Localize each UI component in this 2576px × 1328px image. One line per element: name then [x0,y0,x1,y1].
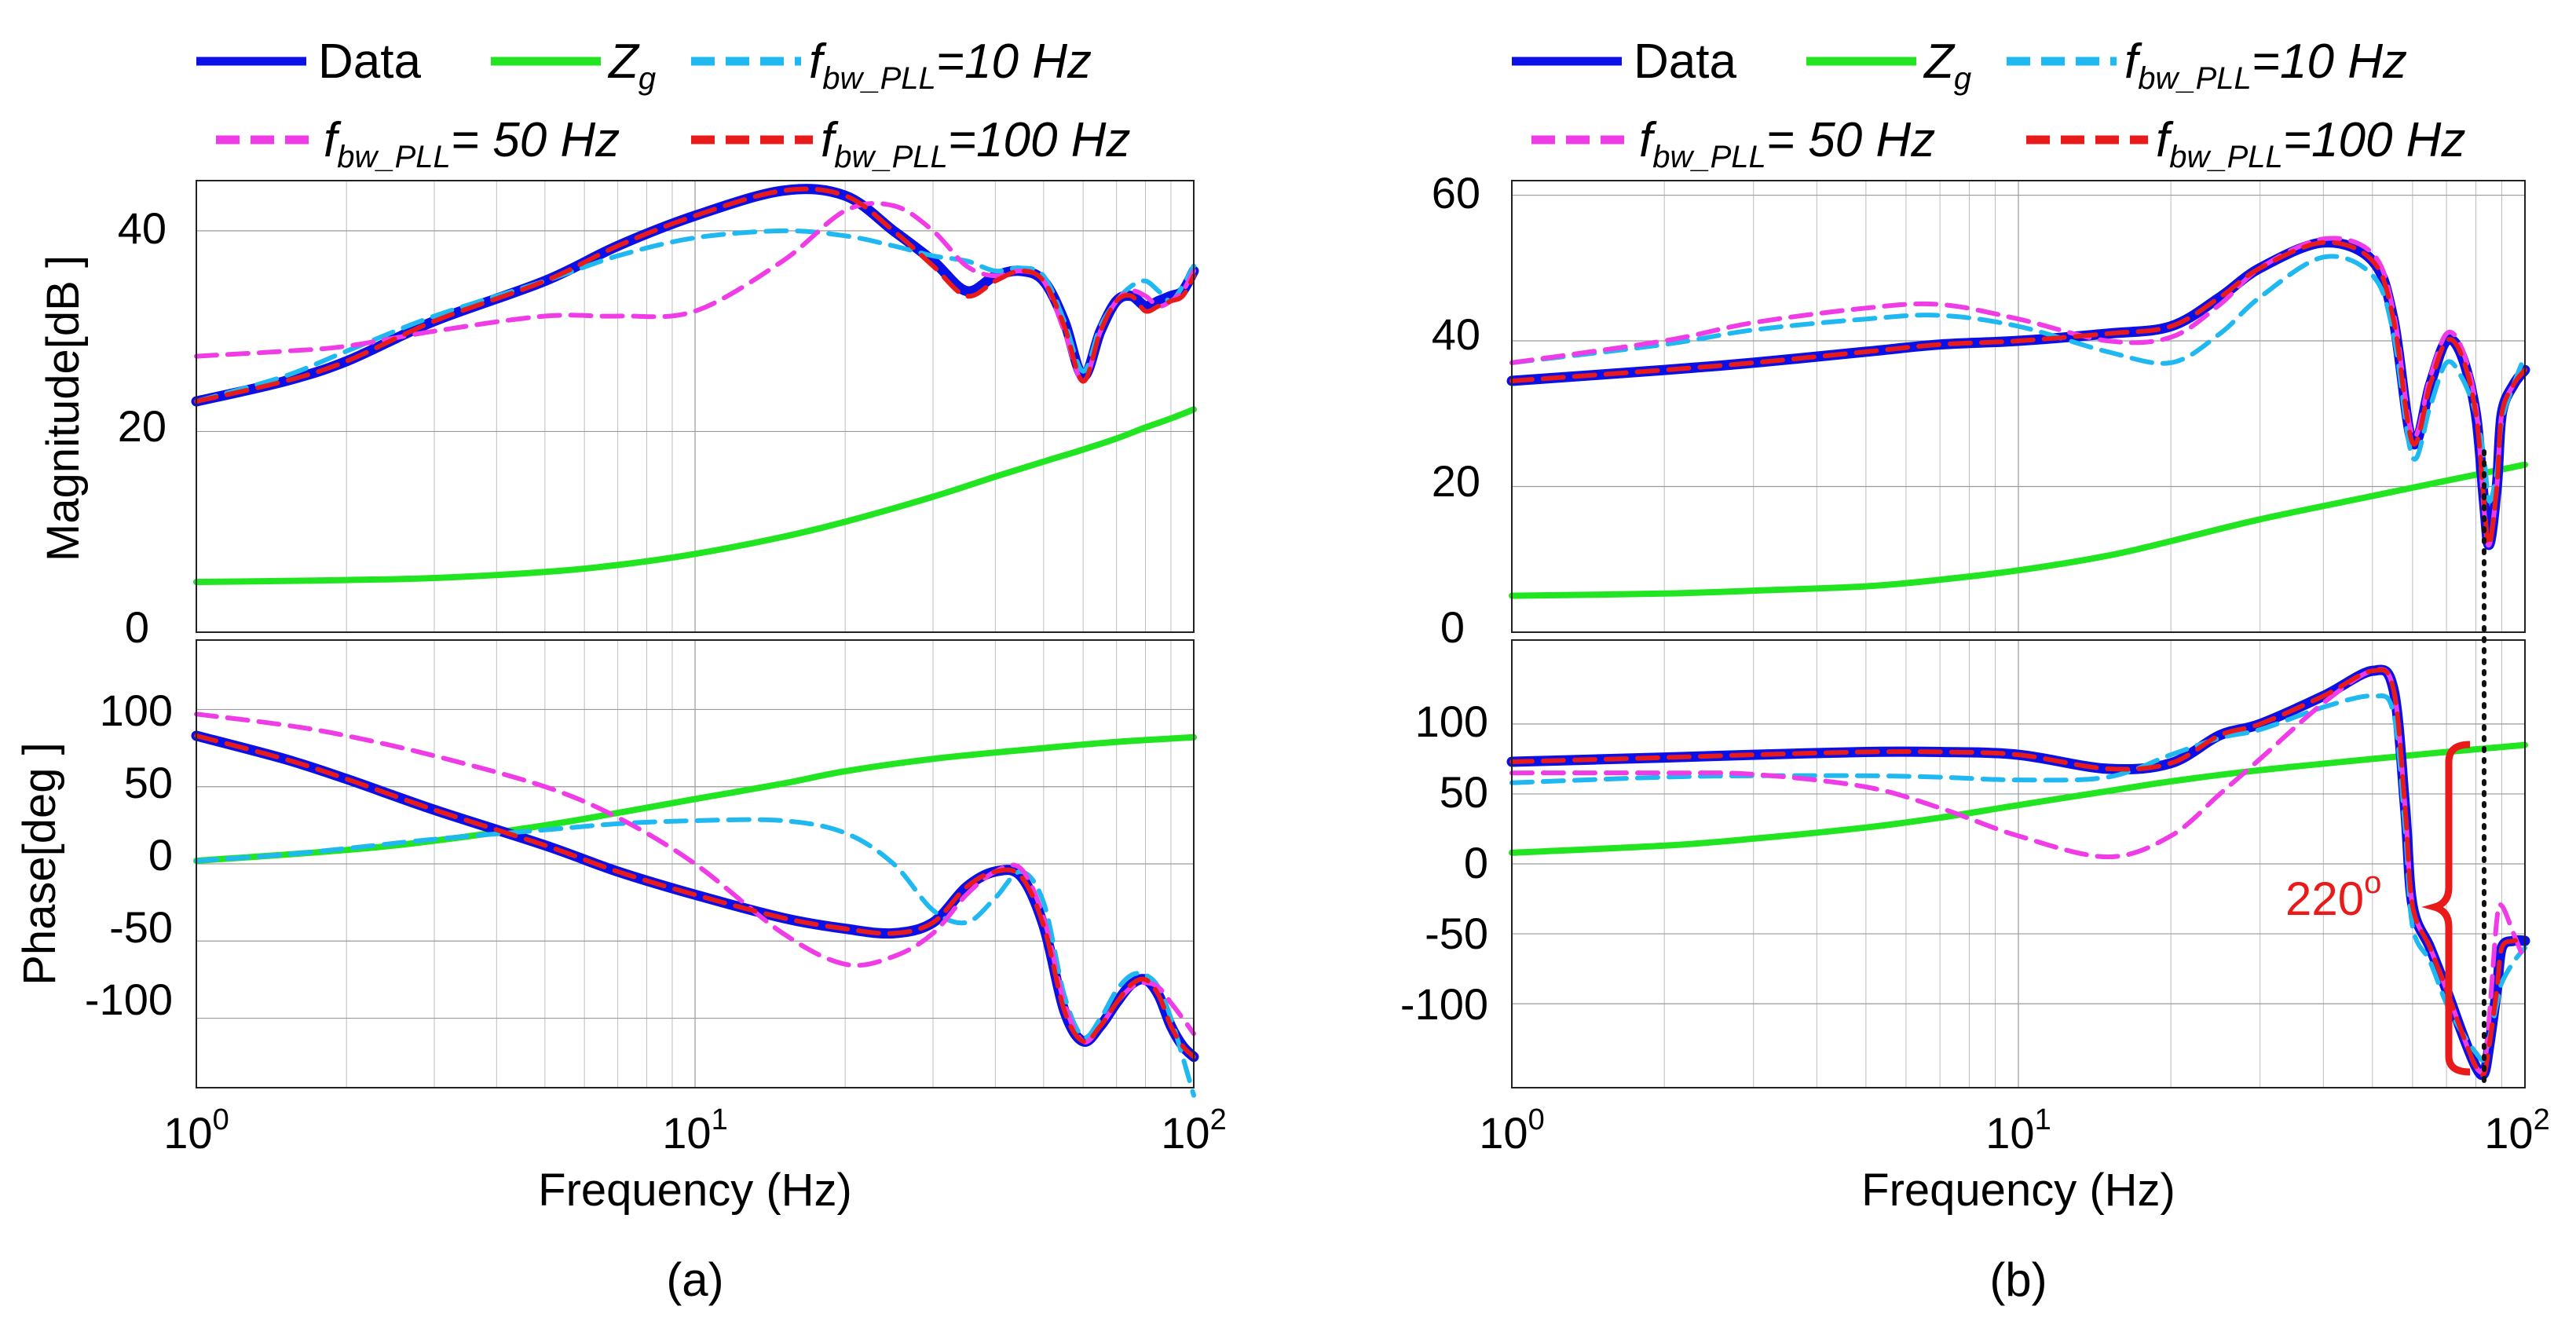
series-f-bw-pll-100-hz-line [1509,240,2527,547]
panel-b-mag-tick-60: 60 [1432,168,1480,218]
legend-b-data-label: Data [1634,35,1736,89]
series-z-g-line [1509,741,2528,856]
panel-b-phase-tick-50: 50 [1440,767,1488,817]
panel-b-magnitude-border [1511,180,2526,633]
legend-b-f100-label: fbw_PLL=100 Hz [2156,113,2465,174]
legend-b-f10-label: fbw_PLL=10 Hz [2124,35,2407,96]
panel-b-phase-grid [1512,640,2525,1088]
panel-a-phase-tick-100: 100 [100,686,173,735]
legend-a-zg-label: Zg [607,35,656,96]
panel-a: 0 20 40 Magnitude[dB ] 100 50 0 -50 -100… [14,180,1227,1306]
panel-b-magnitude-axes: 0 20 40 60 [1432,168,2530,652]
panel-a-magnitude-axes: 0 20 40 Magnitude[dB ] [38,180,1199,652]
series-f-bw-pll-100-hz-line [1509,668,2527,1077]
panel-a-magnitude-border [196,180,1195,633]
panel-b-phase-tick-m100: -100 [1400,979,1488,1029]
panel-a-x-ticks: 100 101 102 [163,1103,1226,1158]
panel-b-xtick-10: 101 [1985,1103,2051,1158]
panel-b-phase-tick-m50: -50 [1425,909,1488,958]
legend-b-zg-label: Zg [1923,35,1971,96]
panel-b-magnitude-lines [1506,236,2530,599]
panel-a-phase-lines [191,712,1199,1098]
panel-b-caption: (b) [1989,1253,2047,1306]
legend-a-data-label: Data [318,35,421,89]
panel-b-phase-lines [1506,664,2530,1081]
series-f-bw-pll-100-hz-line [194,733,1196,1059]
panel-b-mag-tick-40: 40 [1432,309,1480,359]
panel-a-phase-axes: 100 50 0 -50 -100 Phase[deg ] [14,639,1199,1098]
panel-a-magnitude-ylabel: Magnitude[dB ] [38,255,89,562]
series-z-g-line [1509,461,2528,599]
legend-b: Data Zg fbw_PLL=10 Hz fbw_PLL= 50 Hz fbw… [1512,35,2465,174]
series-f-bw-pll-10-hz-line [194,228,1196,404]
panel-b-xtick-100: 102 [2484,1103,2549,1158]
panel-a-phase-tick-m50: -50 [109,902,173,952]
panel-a-phase-tick-m100: -100 [85,975,173,1024]
panel-b-x-ticks: 100 101 102 [1479,1103,2549,1158]
series-f-bw-pll-50-hz-line [194,712,1196,1044]
panel-a-xtick-10: 101 [662,1103,727,1158]
panel-a-phase-grid [196,640,1194,1088]
panel-b-mag-tick-20: 20 [1432,456,1480,506]
panel-b-phase-axes: 100 50 0 -50 -100 [1400,639,2530,1088]
legend-a-f50-label: fbw_PLL= 50 Hz [324,113,620,174]
panel-b: 0 20 40 60 100 50 0 -50 -100 100 101 102… [1400,168,2550,1306]
panel-b-mag-tick-0: 0 [1440,602,1465,652]
series-f-bw-pll-50-hz-line [1509,667,2527,1074]
panel-a-phase-tick-50: 50 [124,758,173,807]
panel-b-angle-brace [2421,741,2471,1076]
panel-a-mag-tick-0: 0 [125,602,149,652]
panel-a-phase-ylabel: Phase[deg ] [14,742,65,986]
legend-a-f100-label: fbw_PLL=100 Hz [821,113,1130,174]
panel-b-phase-tick-100: 100 [1415,697,1488,746]
series-f-bw-pll-100-hz-line [194,186,1196,404]
panel-b-xtick-1: 100 [1479,1103,1544,1158]
panel-a-magnitude-lines [191,184,1199,586]
panel-a-mag-tick-20: 20 [118,401,166,451]
panel-b-phase-border [1511,639,2526,1088]
panel-a-xtick-100: 102 [1161,1103,1226,1158]
panel-a-xtick-1: 100 [163,1103,229,1158]
legend-a: Data Zg fbw_PLL=10 Hz fbw_PLL= 50 Hz fbw… [196,35,1130,174]
panel-b-xlabel: Frequency (Hz) [1861,1165,2175,1216]
panel-b-angle-label: 220o [2285,865,2381,925]
panel-a-phase-border [196,639,1195,1088]
series-f-bw-pll-50-hz-line [194,200,1196,384]
legend-b-f50-label: fbw_PLL= 50 Hz [1639,113,1935,174]
panel-a-phase-tick-0: 0 [148,830,173,880]
series-f-bw-pll-10-hz-line [1509,254,2527,504]
panel-a-caption: (a) [666,1253,723,1306]
panel-b-phase-tick-0: 0 [1464,838,1488,887]
legend-a-f10-label: fbw_PLL=10 Hz [809,35,1092,96]
series-f-bw-pll-50-hz-line [1509,236,2527,548]
panel-a-xlabel: Frequency (Hz) [538,1165,852,1216]
series-f-bw-pll-10-hz-line [194,817,1196,1098]
series-z-g-line [193,406,1197,586]
panel-a-mag-tick-40: 40 [118,203,166,253]
